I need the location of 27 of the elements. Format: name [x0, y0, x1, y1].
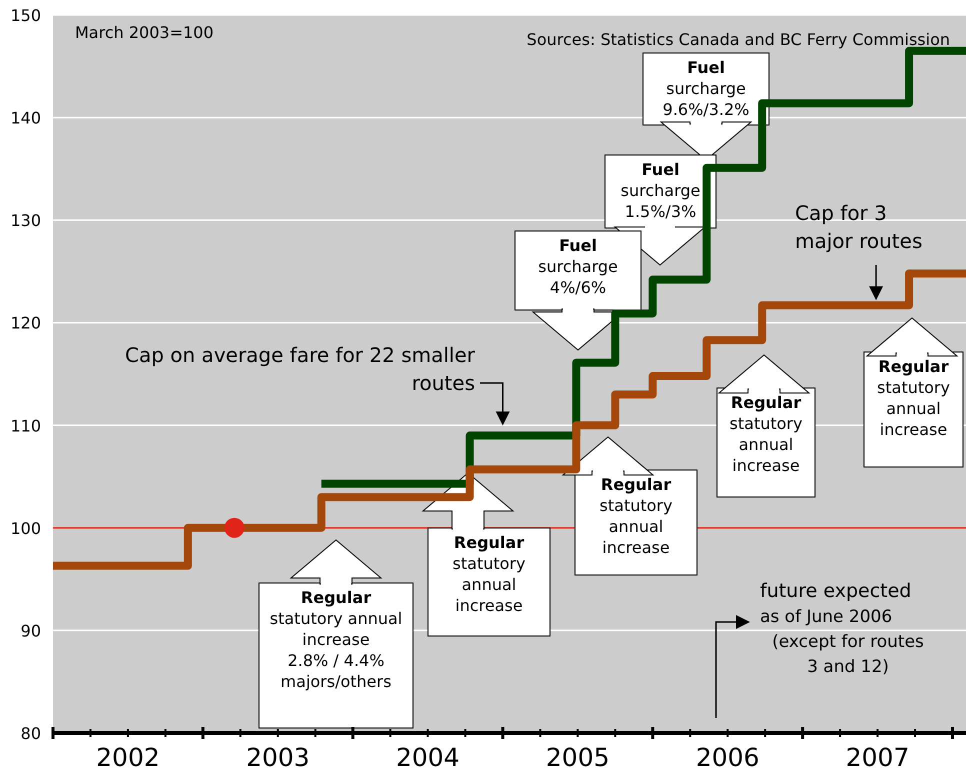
annotation: Regular statutory annual increase — [452, 533, 526, 615]
x-tick-label: 2007 — [846, 743, 910, 772]
annotation: Fuel surcharge 9.6%/3.2% — [662, 58, 750, 119]
y-tick-label: 90 — [20, 621, 41, 640]
annotation: Sources: Statistics Canada and BC Ferry Commission — [526, 30, 950, 49]
annotation: future expected as of June 2006 (except for routes 3 and 12) — [760, 580, 924, 677]
x-tick-label: 2004 — [396, 743, 460, 772]
y-tick-label: 80 — [20, 724, 41, 743]
y-tick-label: 140 — [10, 108, 41, 128]
annotation: Regular statutory annual increase — [730, 393, 802, 475]
y-tick-label: 120 — [10, 314, 41, 333]
y-tick-label: 110 — [10, 416, 41, 436]
y-tick-label: 100 — [10, 518, 41, 538]
x-tick-label: 2002 — [96, 743, 160, 772]
x-tick-label: 2006 — [696, 743, 760, 772]
x-tick-label: 2005 — [546, 743, 610, 772]
annotation: Fuel surcharge 4%/6% — [538, 236, 618, 297]
y-tick-label: 130 — [10, 211, 41, 230]
annotation: Regular statutory annual increase — [600, 475, 672, 557]
annotation: Fuel surcharge 1.5%/3% — [620, 160, 700, 221]
annotation: March 2003=100 — [75, 23, 214, 42]
annotation: Regular statutory annual increase 2.8% / 4.4% majors/others — [270, 588, 402, 691]
x-tick-label: 2003 — [246, 743, 310, 772]
annotation: Regular statutory annual increase — [877, 357, 950, 439]
annotation: Cap on average fare for 22 smaller routes — [125, 343, 476, 395]
annotation: Cap for 3 major routes — [795, 201, 922, 253]
y-tick-label: 150 — [10, 6, 41, 25]
